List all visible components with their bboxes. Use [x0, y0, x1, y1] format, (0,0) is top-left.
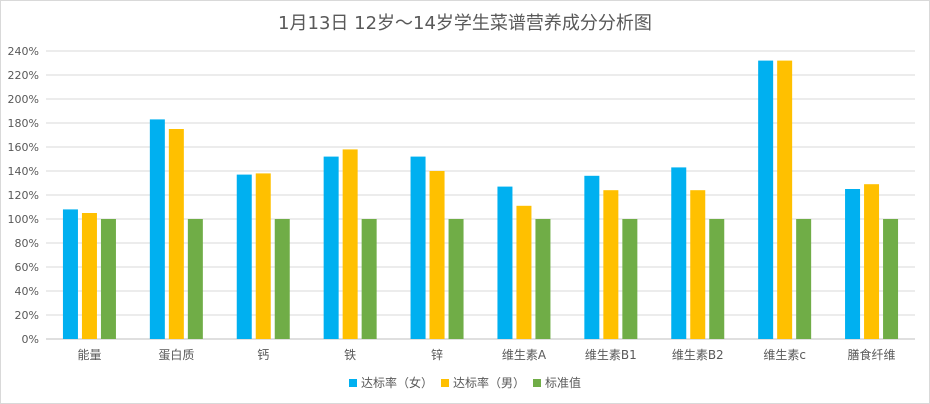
y-tick-label: 180%	[8, 117, 39, 130]
bar	[845, 189, 861, 339]
bar	[535, 219, 551, 339]
bar	[584, 175, 600, 339]
bar	[448, 219, 464, 339]
legend-swatch	[440, 378, 449, 387]
legend: 达标率（女） 达标率（男） 标准值	[0, 374, 930, 391]
x-tick-label: 膳食纤维	[848, 347, 896, 362]
x-tick-label: 锌	[431, 348, 443, 362]
y-tick-label: 120%	[8, 189, 39, 202]
x-tick-label: 蛋白质	[158, 347, 194, 362]
bar	[758, 60, 774, 339]
x-tick-label: 维生素c	[763, 348, 806, 362]
bar	[323, 156, 339, 339]
bar	[149, 119, 165, 340]
bar	[796, 219, 812, 339]
bar	[187, 219, 203, 339]
x-tick-labels: 能量 蛋白质 钙 铁 锌 维生素A 维生素B1 维生素B2 维生素c 膳食纤维	[77, 347, 895, 362]
x-tick-label: 钙	[257, 348, 269, 362]
bar	[410, 156, 426, 339]
bar	[777, 60, 793, 339]
x-tick-label: 维生素B1	[585, 348, 637, 362]
y-tick-labels: 0% 20% 40% 60% 80% 100% 120% 140% 160% 180% 200% 22…	[8, 45, 39, 346]
bar	[671, 167, 687, 339]
bar	[864, 184, 880, 339]
y-tick-label: 40%	[15, 285, 39, 298]
y-tick-label: 80%	[15, 237, 39, 250]
bar	[709, 219, 725, 339]
y-tick-label: 220%	[8, 69, 39, 82]
legend-item-female: 达标率（女）	[348, 374, 433, 391]
bar	[497, 186, 513, 339]
bar	[429, 171, 445, 339]
legend-swatch	[533, 378, 541, 387]
bar	[342, 149, 358, 339]
bar	[168, 129, 184, 339]
bar	[274, 219, 290, 339]
bar	[690, 190, 706, 339]
legend-label: 达标率（女）	[360, 376, 433, 390]
bar	[622, 219, 638, 339]
y-tick-label: 200%	[8, 93, 39, 106]
x-tick-label: 能量	[77, 348, 101, 362]
bar	[236, 174, 252, 339]
bar	[603, 190, 619, 339]
legend-label: 标准值	[545, 376, 582, 390]
bars	[62, 60, 899, 340]
legend-item-standard: 标准值	[533, 374, 581, 391]
bar	[883, 219, 899, 339]
y-tick-label: 240%	[8, 45, 39, 58]
y-tick-label: 0%	[22, 333, 39, 346]
legend-item-male: 达标率（男）	[440, 374, 525, 391]
bar	[81, 213, 97, 339]
y-tick-label: 100%	[8, 213, 39, 226]
y-tick-label: 140%	[8, 165, 39, 178]
chart-title: 1月13日 12岁～14岁学生菜谱营养成分分析图	[278, 13, 652, 34]
bar	[255, 173, 271, 339]
x-tick-label: 铁	[344, 348, 356, 362]
bar	[361, 219, 377, 339]
y-tick-label: 20%	[15, 309, 39, 322]
legend-label: 达标率（男）	[452, 376, 525, 390]
x-tick-label: 维生素B2	[672, 348, 724, 362]
x-tick-label: 维生素A	[502, 348, 547, 362]
y-tick-label: 60%	[15, 261, 39, 274]
bar	[62, 209, 78, 339]
y-tick-label: 160%	[8, 141, 39, 154]
bar	[516, 205, 532, 339]
bar	[100, 219, 116, 339]
legend-swatch	[348, 378, 357, 387]
